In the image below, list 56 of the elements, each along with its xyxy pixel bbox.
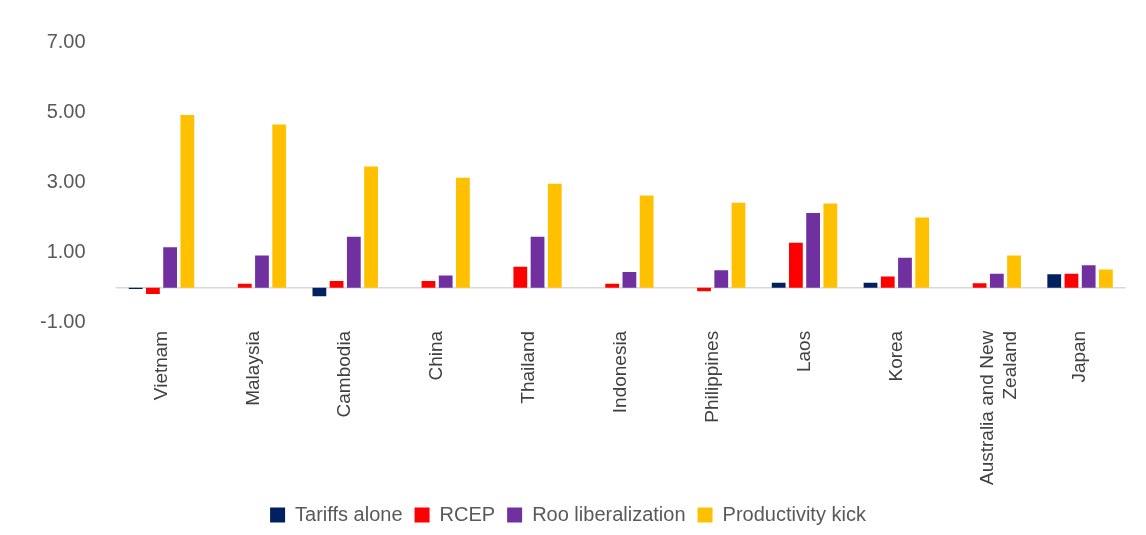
- y-tick-label: 1.00: [46, 240, 86, 263]
- y-tick-label: -1.00: [39, 310, 86, 333]
- x-tick-label: Malaysia: [241, 330, 263, 406]
- x-tick-label: Cambodia: [333, 330, 355, 418]
- bar: [639, 195, 654, 288]
- y-tick-label: 7.00: [46, 29, 86, 52]
- bar: [789, 242, 803, 288]
- x-tick-label: Australia and New Zealand: [976, 330, 1021, 486]
- bar: [1007, 255, 1021, 288]
- bar: [823, 203, 838, 288]
- bar: [880, 276, 895, 288]
- legend-label: Tariffs alone: [295, 502, 403, 525]
- x-tick-label: Laos: [792, 330, 814, 373]
- bar: [806, 212, 821, 288]
- y-tick-label: 5.00: [46, 99, 86, 122]
- bar: [421, 281, 436, 288]
- bar: [1064, 273, 1079, 288]
- bar: [456, 177, 470, 288]
- bar: [312, 287, 327, 297]
- bar: [714, 270, 729, 288]
- legend-label: Productivity kick: [722, 502, 867, 525]
- legend-label: Roo liberalization: [532, 502, 686, 525]
- bar: [530, 236, 545, 288]
- bar: [1099, 269, 1113, 288]
- bar: [547, 183, 562, 288]
- bar: [163, 247, 178, 288]
- bar: [915, 217, 930, 288]
- bar: [898, 257, 912, 288]
- x-tick-label: Vietnam: [149, 330, 171, 401]
- y-tick-label: 3.00: [46, 169, 86, 192]
- x-tick-label: China: [425, 330, 447, 381]
- bar: [622, 271, 637, 288]
- bar: [1047, 274, 1062, 288]
- bar: [972, 283, 987, 288]
- bar: [863, 282, 878, 288]
- x-tick-label: Japan: [1068, 330, 1090, 383]
- bar: [438, 275, 453, 288]
- x-tick-label: Philippines: [700, 330, 722, 423]
- bar: [180, 115, 195, 288]
- x-tick-label: Korea: [884, 330, 906, 382]
- bar: [731, 202, 746, 288]
- bar: [329, 281, 344, 288]
- bar: [255, 255, 269, 288]
- bar: [272, 124, 287, 288]
- x-tick-label: Indonesia: [609, 330, 631, 414]
- bar: [346, 236, 361, 288]
- bar: [146, 287, 160, 295]
- bar: [364, 166, 378, 288]
- bar: [237, 283, 252, 288]
- bar: [513, 266, 528, 288]
- bar: [771, 282, 786, 288]
- bar: [1081, 265, 1096, 288]
- x-tick-label: Thailand: [517, 330, 539, 404]
- bar: [989, 273, 1004, 288]
- bar: [605, 283, 620, 288]
- legend-label: RCEP: [439, 502, 496, 525]
